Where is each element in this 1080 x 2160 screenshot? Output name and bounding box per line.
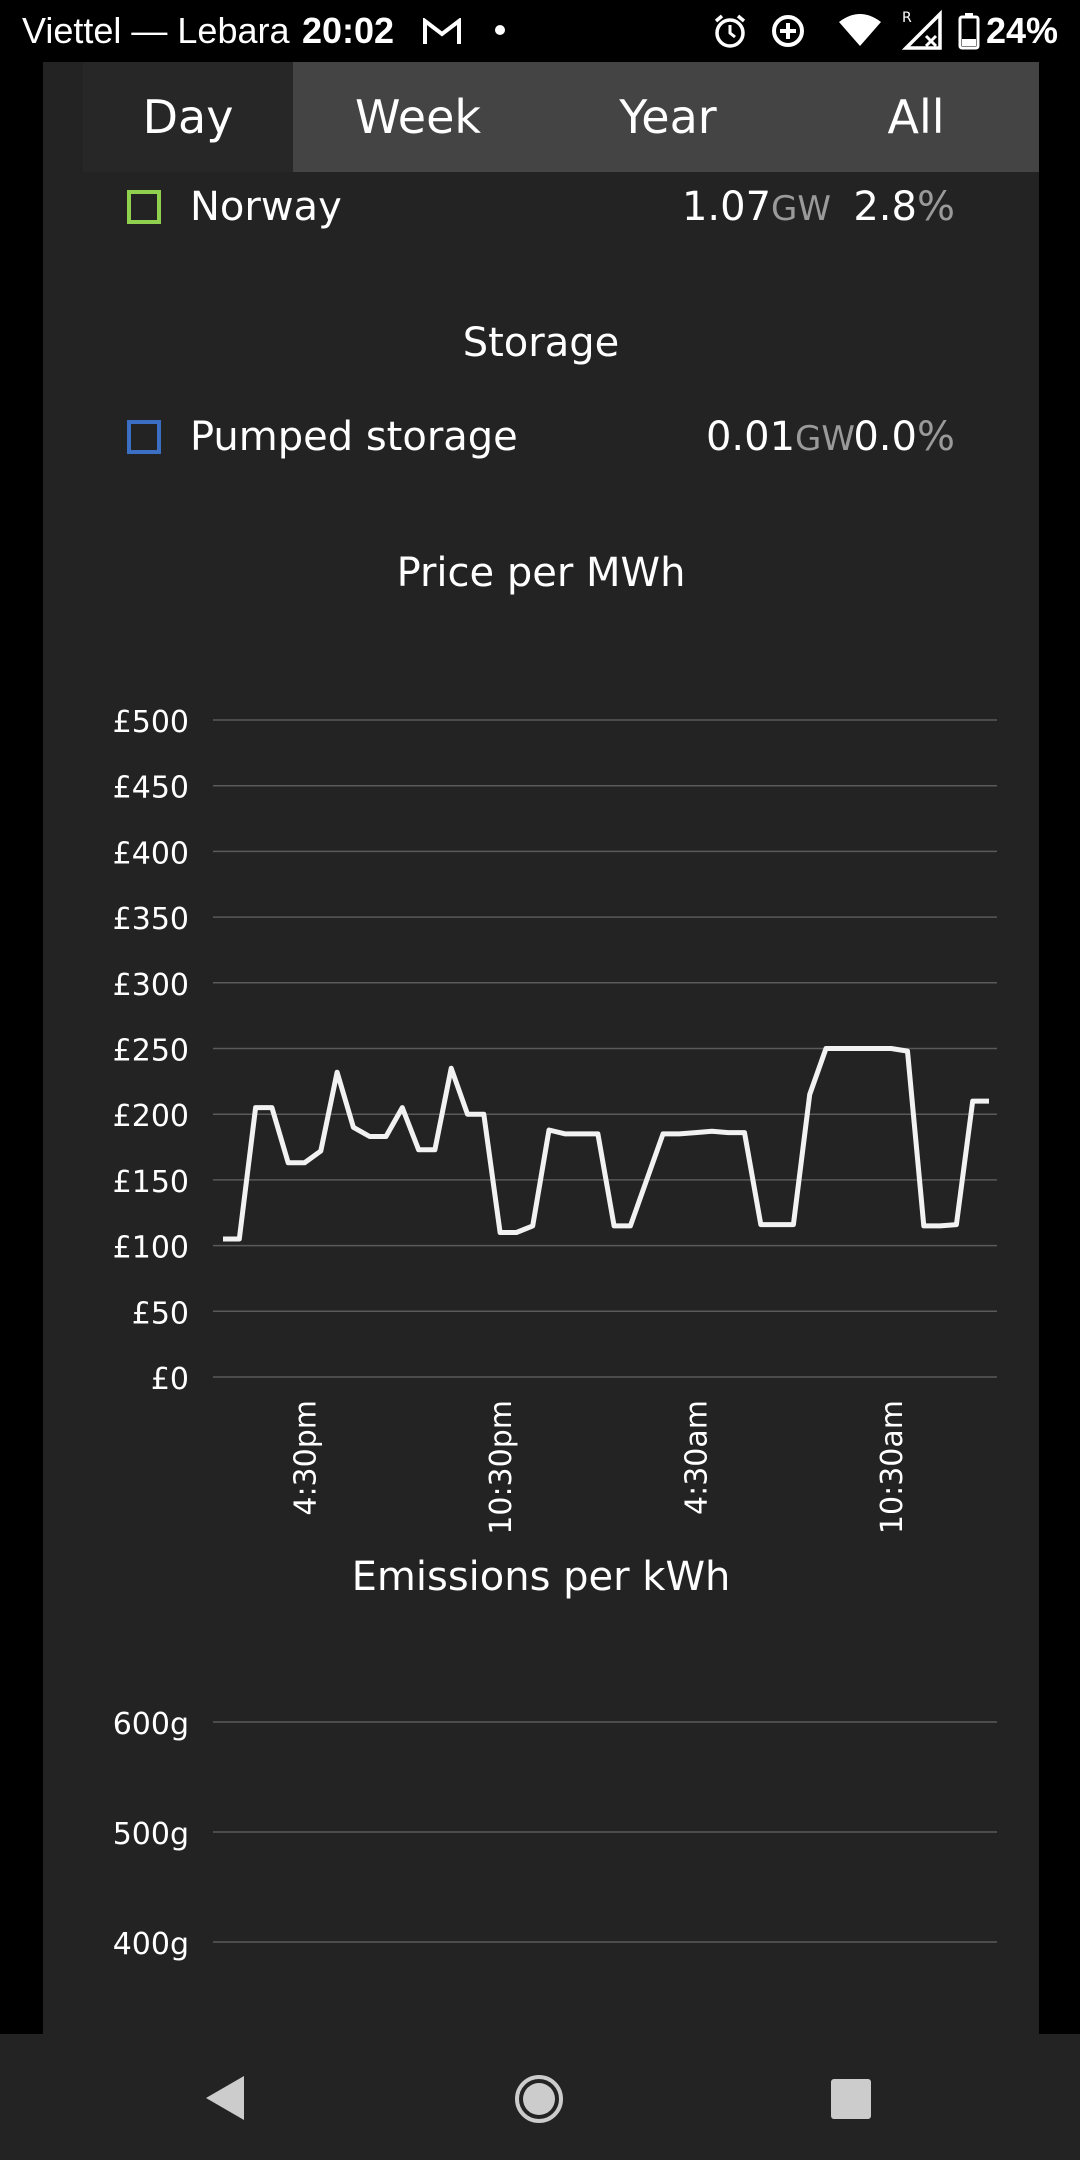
y-tick-label: £150 xyxy=(113,1165,189,1200)
y-tick-label: 400g xyxy=(113,1927,189,1962)
y-tick-label: £100 xyxy=(113,1231,189,1266)
percent-unit: % xyxy=(916,414,955,460)
percent-unit: % xyxy=(916,184,955,230)
y-tick-label: £250 xyxy=(113,1034,189,1069)
source-percent: 0.0% xyxy=(853,414,955,460)
source-percent: 2.8% xyxy=(853,184,955,230)
wifi-icon xyxy=(839,14,881,46)
y-tick-label: £450 xyxy=(113,771,189,806)
y-tick-label: £50 xyxy=(132,1296,189,1331)
x-tick-label: 10:30pm xyxy=(484,1400,519,1535)
svg-text:R: R xyxy=(902,10,912,26)
energy-panel: Day Week Year All Norway 1.07GW 2.8% Sto… xyxy=(43,62,1039,2034)
tab-year[interactable]: Year xyxy=(619,90,717,144)
x-tick-label: 10:30am xyxy=(875,1400,910,1534)
percent-value: 0.0 xyxy=(853,414,917,460)
tab-all[interactable]: All xyxy=(887,90,945,144)
y-tick-label: £0 xyxy=(151,1362,189,1397)
source-label: Pumped storage xyxy=(190,414,518,460)
y-tick-label: £350 xyxy=(113,902,189,937)
signal-roaming-icon: R xyxy=(901,9,942,50)
dot-icon xyxy=(495,25,505,35)
source-gw: 0.01GW xyxy=(706,414,855,460)
percent-value: 2.8 xyxy=(853,184,917,230)
gw-value: 1.07 xyxy=(681,184,772,230)
price-series-line xyxy=(223,1046,989,1242)
price-chart: £0 £50 £100 £150 £200 £250 £300 £350 £400 £450 £50… xyxy=(113,705,997,1535)
y-tick-label: 500g xyxy=(113,1817,189,1852)
source-row-pumped-storage: Pumped storage 0.01GW 0.0% xyxy=(43,414,1039,474)
gw-unit: GW xyxy=(771,189,831,229)
carrier-name: Viettel — Lebara xyxy=(22,10,290,51)
navigation-bar xyxy=(0,2034,1080,2160)
gw-value: 0.01 xyxy=(705,414,796,460)
y-tick-label: £500 xyxy=(113,705,189,740)
y-tick-label: £200 xyxy=(113,1099,189,1134)
source-gw: 1.07GW xyxy=(682,184,831,230)
battery-icon xyxy=(958,13,980,50)
period-tabs: Day Week Year All xyxy=(83,62,1039,172)
tab-day[interactable]: Day xyxy=(83,62,293,172)
emissions-chart-title: Emissions per kWh xyxy=(351,1554,731,1600)
home-icon[interactable] xyxy=(514,2074,564,2124)
storage-heading: Storage xyxy=(462,320,620,366)
emissions-chart: 300g400g500g600g xyxy=(113,1707,997,1962)
y-tick-label: £300 xyxy=(113,968,189,1003)
gw-unit: GW xyxy=(795,419,855,459)
source-row-norway: Norway 1.07GW 2.8% xyxy=(43,184,1039,244)
pumped-storage-color-swatch xyxy=(127,420,161,454)
tabs-background xyxy=(293,62,1039,172)
x-tick-label: 4:30am xyxy=(680,1400,715,1515)
status-bar: Viettel — Lebara 20:02 R 24% xyxy=(0,0,1080,62)
recents-icon[interactable] xyxy=(830,2078,872,2120)
gmail-icon xyxy=(423,18,461,44)
data-saver-icon xyxy=(772,15,804,47)
y-tick-label: 600g xyxy=(113,1707,189,1742)
x-tick-label: 4:30pm xyxy=(288,1400,323,1516)
back-icon[interactable] xyxy=(204,2074,246,2122)
norway-color-swatch xyxy=(127,190,161,224)
status-time: 20:02 xyxy=(302,10,395,51)
battery-percent: 24% xyxy=(986,10,1059,51)
price-chart-title: Price per MWh xyxy=(396,550,686,596)
tab-week[interactable]: Week xyxy=(354,90,482,144)
alarm-icon xyxy=(714,14,746,48)
source-label: Norway xyxy=(190,184,342,230)
y-tick-label: £400 xyxy=(113,836,189,871)
